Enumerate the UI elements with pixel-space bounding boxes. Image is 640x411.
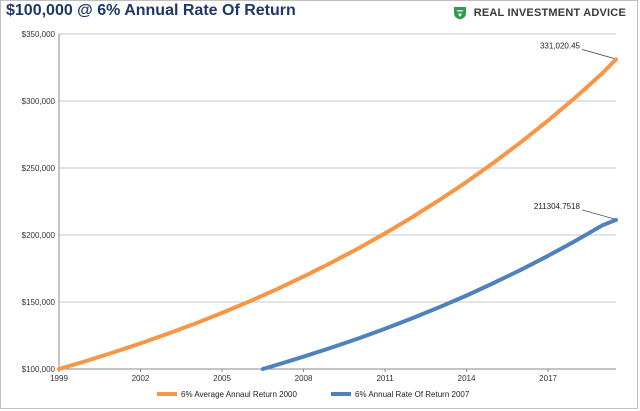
x-tick-label: 2011 — [376, 374, 394, 383]
y-tick-label: $150,000 — [22, 298, 56, 307]
series-line-0 — [57, 57, 618, 371]
annotation-label-1: 211304.7518 — [534, 202, 581, 211]
brand-logo: REAL INVESTMENT ADVICE — [452, 6, 626, 20]
legend-label-1: 6% Annual Rate Of Return 2007 — [355, 390, 470, 399]
x-axis-ticks: 1999 2002 2005 2008 2011 2014 2017 — [50, 369, 558, 383]
series-line-1 — [260, 217, 618, 371]
x-tick-label: 2017 — [539, 374, 557, 383]
annotation-leader — [581, 49, 615, 59]
series-lines — [57, 57, 618, 371]
brand-name: REAL INVESTMENT ADVICE — [473, 7, 626, 19]
y-axis-ticks: $100,000 $150,000 $200,000 $250,000 $300,000… — [22, 30, 56, 374]
x-tick-label: 2002 — [132, 374, 150, 383]
y-tick-label: $350,000 — [22, 30, 56, 39]
x-tick-label: 2005 — [213, 374, 231, 383]
axes — [58, 34, 616, 370]
annotation-label-0: 331,020.45 — [540, 41, 581, 50]
chart-title: $100,000 @ 6% Annual Rate Of Return — [6, 2, 296, 19]
y-tick-label: $250,000 — [22, 164, 56, 173]
x-tick-label: 2014 — [458, 374, 476, 383]
annotation-leader — [581, 209, 615, 220]
y-tick-label: $100,000 — [22, 365, 56, 374]
legend-label-0: 6% Average Annaul Return 2000 — [181, 390, 297, 399]
grid-lines — [59, 33, 616, 370]
y-tick-label: $200,000 — [22, 231, 56, 240]
x-tick-label: 1999 — [50, 374, 68, 383]
x-tick-label: 2008 — [295, 374, 313, 383]
y-tick-label: $300,000 — [22, 97, 56, 106]
legend: 6% Average Annaul Return 2000 6% Annual R… — [157, 390, 470, 399]
eagle-shield-icon — [453, 7, 466, 20]
annotations: 331,020.45 211304.7518 — [534, 41, 615, 220]
